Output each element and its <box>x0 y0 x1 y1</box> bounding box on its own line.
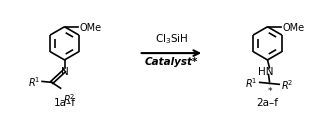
Text: R$^2$: R$^2$ <box>281 78 294 91</box>
Text: OMe: OMe <box>79 23 101 32</box>
Text: R$^1$: R$^1$ <box>28 75 40 89</box>
Text: OMe: OMe <box>282 23 304 32</box>
Text: HN: HN <box>258 66 273 76</box>
Text: 2a–f: 2a–f <box>256 97 278 107</box>
Text: Cl$_3$SiH: Cl$_3$SiH <box>155 32 188 46</box>
Text: *: * <box>268 86 273 95</box>
Text: 1a–f: 1a–f <box>54 97 76 107</box>
Text: N: N <box>61 66 68 76</box>
Text: R$^2$: R$^2$ <box>63 91 75 105</box>
Text: R$^1$: R$^1$ <box>245 76 258 89</box>
Text: Catalyst*: Catalyst* <box>145 57 198 66</box>
